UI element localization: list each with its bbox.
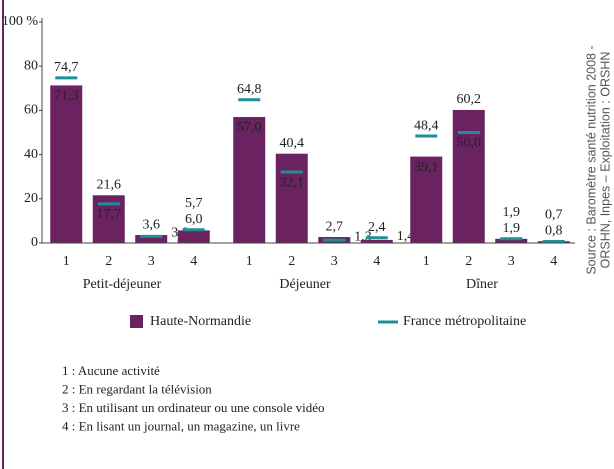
value-label: 40,4 bbox=[280, 136, 305, 151]
x-tick-label: 3 bbox=[508, 254, 515, 269]
x-tick-label: 4 bbox=[373, 254, 380, 269]
value-label: 1,4 bbox=[397, 229, 415, 244]
bar bbox=[495, 238, 528, 243]
y-tick-label: 60 bbox=[24, 103, 38, 118]
y-tick-label: 80 bbox=[24, 58, 38, 73]
value-label: 60,2 bbox=[457, 92, 482, 107]
x-tick-label: 3 bbox=[331, 254, 338, 269]
value-label: 21,6 bbox=[97, 177, 122, 192]
value-label: 3,6 bbox=[143, 217, 161, 232]
note: 4 : En lisant un journal, un magazine, u… bbox=[62, 418, 300, 433]
value-label: 6,0 bbox=[185, 212, 203, 227]
value-label: 2,4 bbox=[368, 220, 386, 235]
value-label: 0,8 bbox=[545, 223, 563, 238]
value-label: 71,3 bbox=[54, 89, 79, 104]
value-label: 0,7 bbox=[545, 207, 563, 222]
x-tick-label: 3 bbox=[148, 254, 155, 269]
x-tick-label: 1 bbox=[246, 254, 253, 269]
legend-label: Haute-Normandie bbox=[150, 314, 251, 329]
y-tick-label: 40 bbox=[24, 147, 38, 162]
bar bbox=[360, 239, 393, 243]
legend-label: France métropolitaine bbox=[403, 314, 526, 329]
group-label: Déjeuner bbox=[279, 277, 331, 292]
bar bbox=[135, 235, 168, 243]
note: 2 : En regardant la télévision bbox=[62, 381, 212, 396]
value-label: 2,7 bbox=[326, 219, 344, 234]
value-label: 17,7 bbox=[97, 207, 122, 222]
y-tick-label: 0 bbox=[31, 235, 38, 250]
value-label: 1,9 bbox=[503, 205, 521, 220]
y-tick-label: 100 % bbox=[2, 14, 39, 29]
group-label: Dîner bbox=[466, 277, 498, 292]
value-label: 50,0 bbox=[457, 136, 482, 151]
source: ORSHN, Inpes – Exploitation : ORSHN bbox=[598, 52, 612, 269]
x-tick-label: 2 bbox=[465, 254, 472, 269]
value-label: 57,0 bbox=[237, 120, 262, 135]
value-label: 74,7 bbox=[54, 60, 79, 75]
value-label: 5,7 bbox=[185, 196, 203, 211]
bar bbox=[50, 85, 83, 243]
x-tick-label: 4 bbox=[550, 254, 557, 269]
x-tick-label: 2 bbox=[288, 254, 295, 269]
group-label: Petit-déjeuner bbox=[83, 277, 162, 292]
note: 3 : En utilisant un ordinateur ou une co… bbox=[62, 400, 324, 415]
value-label: 39,1 bbox=[414, 160, 439, 175]
note: 1 : Aucune activité bbox=[62, 363, 160, 378]
bar bbox=[410, 156, 443, 243]
value-label: 48,4 bbox=[414, 118, 439, 133]
bar bbox=[177, 230, 210, 243]
source: Source : Baromètre santé nutrition 2008 … bbox=[584, 45, 598, 274]
bar bbox=[275, 153, 308, 243]
bar bbox=[452, 109, 485, 243]
value-label: 64,8 bbox=[237, 82, 262, 97]
bar bbox=[233, 117, 266, 243]
x-tick-label: 4 bbox=[190, 254, 197, 269]
x-tick-label: 1 bbox=[423, 254, 430, 269]
value-label: 32,1 bbox=[280, 175, 305, 190]
x-tick-label: 1 bbox=[63, 254, 70, 269]
legend-swatch bbox=[130, 315, 143, 328]
value-label: 1,9 bbox=[503, 221, 521, 236]
x-tick-label: 2 bbox=[105, 254, 112, 269]
y-tick-label: 20 bbox=[24, 191, 38, 206]
